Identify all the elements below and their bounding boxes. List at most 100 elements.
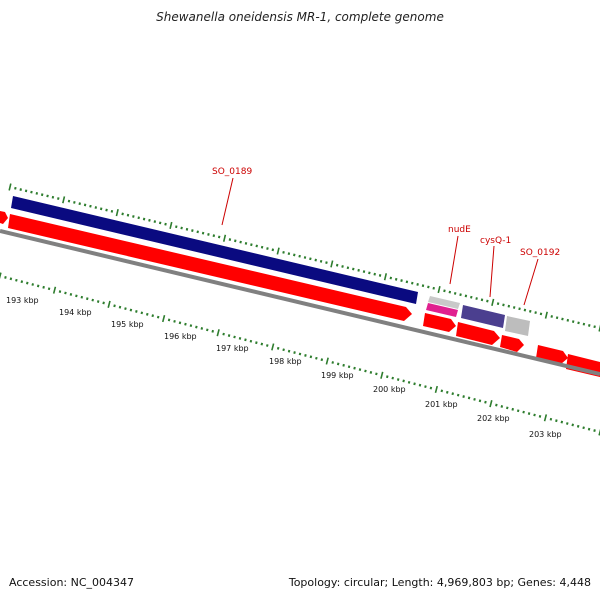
ruler-label-195: 195 kbp [111, 320, 144, 329]
outer-tick-103 [561, 317, 564, 321]
gene-bar-nudE[interactable] [426, 303, 458, 317]
outer-tick-85 [464, 294, 468, 298]
ruler-tick-34 [184, 322, 187, 326]
cds-arrow-cysQ-1[interactable] [456, 322, 500, 345]
outer-tick-36 [201, 231, 205, 235]
outer-tick-19 [110, 209, 114, 213]
ruler-tick-33 [178, 321, 182, 325]
ruler-tick-85 [462, 395, 465, 398]
outer-tick-82 [448, 290, 452, 294]
ruler-tick-64 [347, 365, 351, 369]
outer-tick-63 [346, 266, 350, 270]
ruler-tick-52 [282, 348, 285, 352]
ruler-tick-38 [206, 328, 209, 332]
ruler-tick-11 [58, 290, 62, 294]
outer-tick-107 [582, 322, 586, 326]
ruler-tick-84 [456, 393, 460, 397]
ruler-label-197: 197 kbp [216, 344, 249, 353]
cds-arrow-SO_0189[interactable] [8, 214, 412, 321]
outer-tick-96 [523, 308, 527, 312]
ruler-tick-19 [102, 301, 105, 305]
outer-tick-44 [244, 242, 248, 245]
outer-tick-11 [67, 199, 71, 203]
outer-tick-84 [459, 293, 462, 297]
ruler-tick-98 [533, 413, 536, 417]
genome-backbone [0, 229, 600, 376]
leader-line-SO_0192 [523, 258, 539, 306]
outer-tick-31 [175, 225, 178, 229]
ruler-tick-track [0, 272, 600, 436]
outer-tick-6 [40, 193, 44, 197]
ruler-tick-42 [227, 334, 231, 337]
outer-tick-42 [234, 239, 237, 243]
outer-tick-5 [35, 192, 39, 195]
ruler-label-193: 193 kbp [6, 296, 39, 305]
outer-tick-37 [207, 233, 210, 236]
outer-tick-49 [271, 248, 275, 252]
ruler-tick-56 [304, 354, 307, 357]
gene-labels: SO_0189 nudE cysQ-1 SO_0192 [212, 167, 560, 306]
ruler-tick-40 [216, 329, 220, 337]
ruler-tick-54 [293, 351, 296, 354]
ruler-tick-96 [522, 410, 525, 414]
gene-label-cysQ-1[interactable]: cysQ-1 [480, 236, 511, 246]
outer-tick-18 [105, 208, 108, 212]
outer-tick-41 [228, 238, 232, 241]
outer-tick-67 [368, 271, 371, 275]
cds-arrow-left[interactable] [0, 211, 8, 224]
outer-tick-61 [335, 263, 339, 267]
ruler-tick-18 [96, 300, 100, 303]
outer-tick-50 [276, 247, 280, 255]
gene-bar-nudE-top[interactable] [428, 296, 460, 309]
outer-tick-72 [394, 277, 398, 281]
outer-tick-93 [507, 304, 511, 308]
outer-tick-54 [298, 254, 301, 258]
ruler-tick-105 [571, 423, 574, 427]
ruler-tick-47 [255, 341, 258, 345]
outer-tick-76 [416, 283, 419, 286]
outer-tick-92 [502, 303, 505, 307]
ruler-tick-25 [135, 310, 138, 313]
ruler-tick-61 [331, 361, 334, 364]
ruler-tick-3 [15, 278, 18, 282]
outer-tick-26 [148, 218, 151, 222]
ruler-tick-103 [560, 420, 564, 424]
ruler-tick-60 [325, 357, 329, 365]
outer-tick-57 [314, 258, 317, 262]
ruler-tick-23 [124, 307, 127, 311]
outer-tick-83 [453, 291, 457, 295]
outer-tick-40 [222, 234, 227, 242]
ruler-tick-69 [375, 372, 378, 376]
outer-tick-68 [373, 272, 376, 276]
ruler-tick-39 [211, 329, 214, 333]
ruler-tick-12 [64, 291, 67, 295]
gene-label-SO_0189[interactable]: SO_0189 [212, 167, 252, 177]
outer-tick-46 [255, 244, 258, 248]
outer-tick-91 [496, 302, 500, 306]
outer-tick-33 [185, 227, 189, 231]
ruler-tick-67 [364, 369, 367, 373]
ruler-tick-43 [233, 335, 236, 339]
ruler-tick-106 [576, 424, 580, 428]
outer-tick-100 [544, 311, 548, 319]
ruler-tick-75 [407, 380, 411, 384]
outer-tick-45 [250, 243, 253, 247]
ruler-tick-77 [418, 383, 422, 387]
cds-arrow-nudE[interactable] [423, 313, 456, 332]
cds-arrow-SO_0192[interactable] [500, 335, 524, 352]
gene-label-nudE[interactable]: nudE [448, 225, 471, 235]
ruler-tick-78 [424, 385, 427, 389]
ruler-tick-10 [52, 286, 57, 294]
outer-tick-99 [539, 312, 543, 316]
outer-tick-102 [555, 316, 559, 320]
ruler-tick-65 [353, 366, 356, 370]
ruler-tick-32 [173, 319, 176, 323]
gene-label-SO_0192[interactable]: SO_0192 [520, 248, 560, 258]
ruler-tick-44 [238, 336, 242, 340]
outer-tick-51 [282, 250, 285, 254]
gene-bar-SO_0189[interactable] [11, 196, 418, 304]
outer-tick-12 [73, 200, 76, 204]
gene-bar-SO_0192[interactable] [505, 316, 530, 336]
ruler-label-194: 194 kbp [59, 308, 92, 317]
gene-bar-cysQ-1[interactable] [461, 305, 505, 328]
